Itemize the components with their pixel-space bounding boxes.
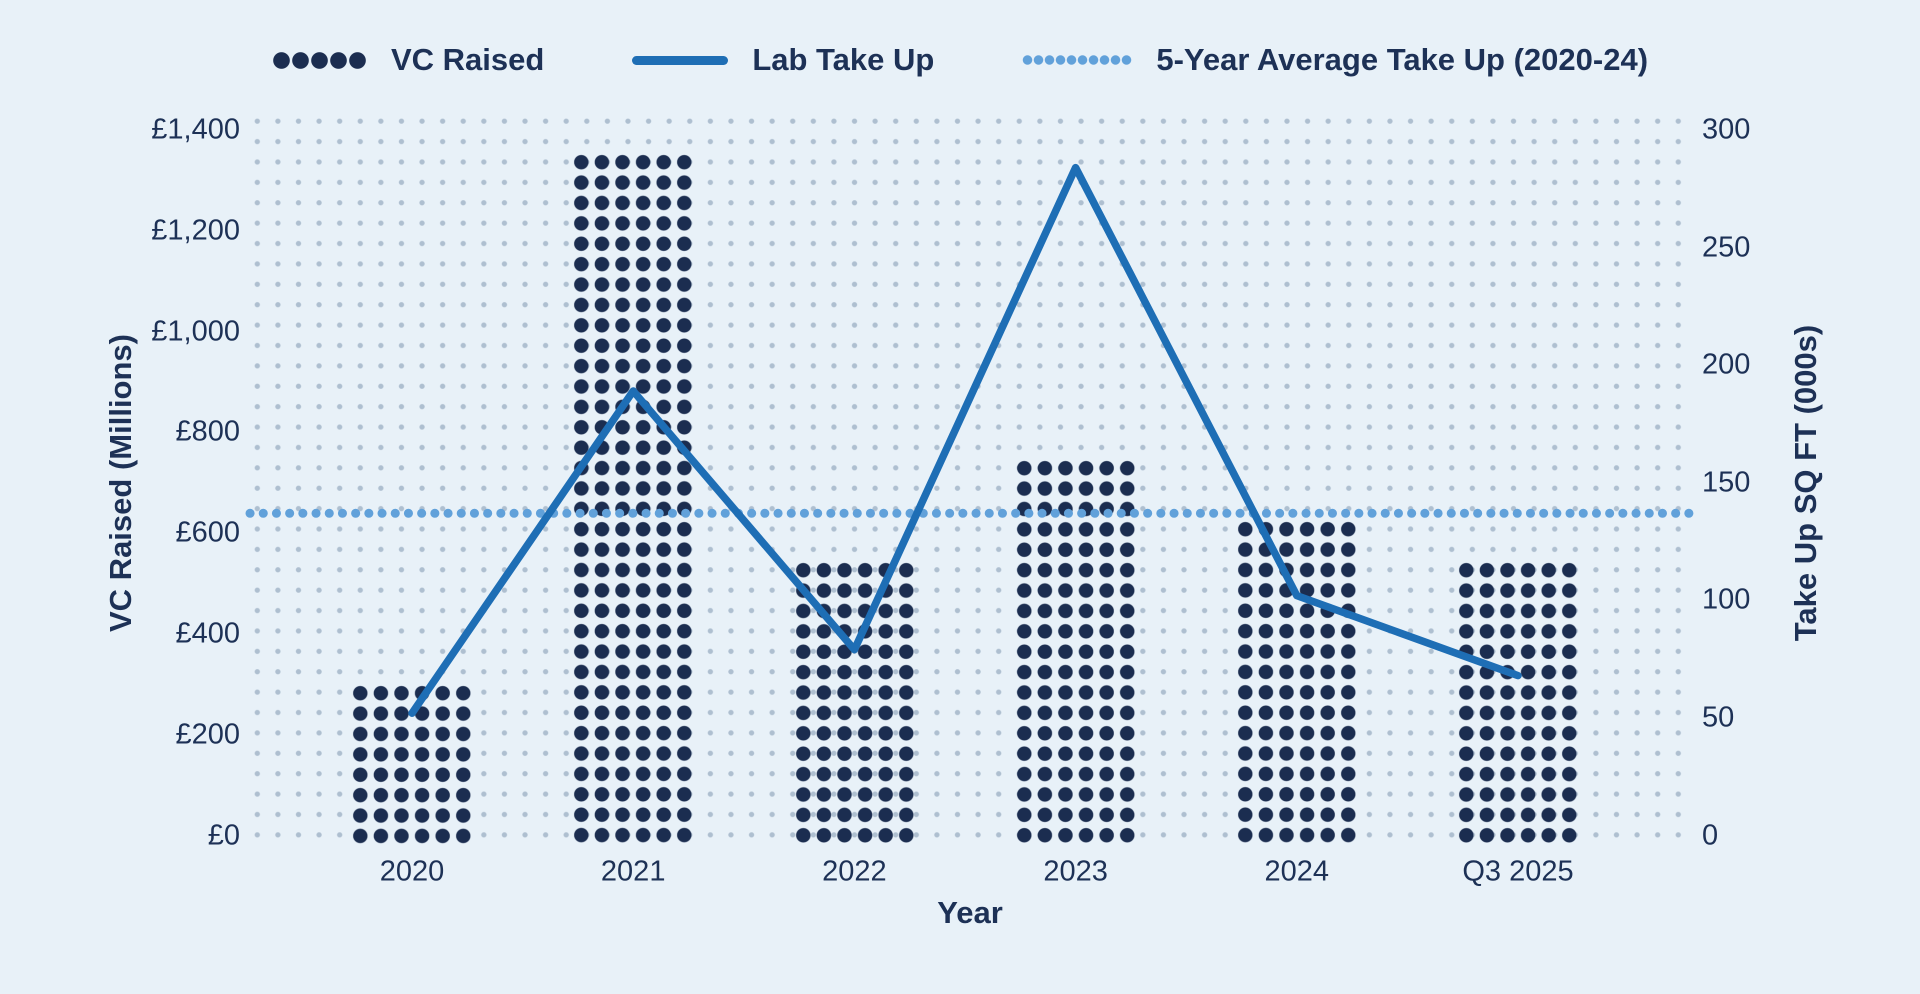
right-axis-tick: 150 (1702, 466, 1751, 499)
x-axis-tick: Q3 2025 (1462, 855, 1574, 888)
left-axis-tick: £1,400 (151, 113, 240, 146)
dots-swatch-icon (271, 51, 367, 69)
right-axis-tick: 100 (1702, 583, 1751, 616)
right-axis-tick: 300 (1702, 113, 1751, 146)
legend-label: Lab Take Up (752, 42, 935, 77)
right-axis-tick: 0 (1702, 819, 1719, 851)
x-axis-tick: 2024 (1264, 855, 1330, 888)
right-axis-tick: 50 (1702, 701, 1735, 734)
right-axis-title: Take Up SQ FT (000s) (1788, 324, 1823, 642)
x-axis-tick: 2020 (379, 855, 445, 888)
left-axis-title: VC Raised (Millions) (103, 334, 138, 632)
left-axis-tick: £1,000 (151, 315, 240, 348)
vc-raised-bar (792, 560, 917, 846)
left-axis-tick: £0 (207, 819, 240, 851)
legend-item: Lab Take Up (632, 42, 934, 78)
legend-item: VC Raised (271, 42, 545, 78)
vc-raised-bar (1235, 519, 1359, 846)
left-axis-tick: £600 (175, 516, 240, 549)
dotted-line-swatch-icon (1022, 55, 1133, 65)
right-axis-tick: 250 (1702, 231, 1751, 264)
x-axis-title: Year (937, 895, 1003, 930)
left-axis-tick: £800 (175, 415, 240, 448)
dot-grid-background (247, 111, 1690, 846)
x-axis-tick: 2023 (1043, 855, 1108, 888)
lab-take-up-line (408, 163, 1522, 717)
vc-raised-bar (571, 152, 695, 846)
vc-raised-bar (1013, 458, 1138, 846)
right-axis-tick: 200 (1702, 348, 1751, 381)
x-axis-tick: 2021 (600, 855, 666, 888)
legend-label: VC Raised (390, 42, 545, 77)
left-axis-tick: £1,200 (151, 214, 240, 247)
left-axis-tick: £400 (175, 617, 240, 650)
legend-item: 5-Year Average Take Up (2020-24) (1022, 42, 1648, 78)
left-axis-tick: £200 (175, 718, 240, 751)
line-swatch-icon (632, 55, 729, 65)
legend-label: 5-Year Average Take Up (2020-24) (1156, 42, 1649, 77)
vc-raised-bar (1456, 560, 1580, 846)
x-axis-tick: 2022 (822, 855, 887, 888)
legend: VC Raised Lab Take Up 5-Year Average Take … (0, 42, 1920, 78)
